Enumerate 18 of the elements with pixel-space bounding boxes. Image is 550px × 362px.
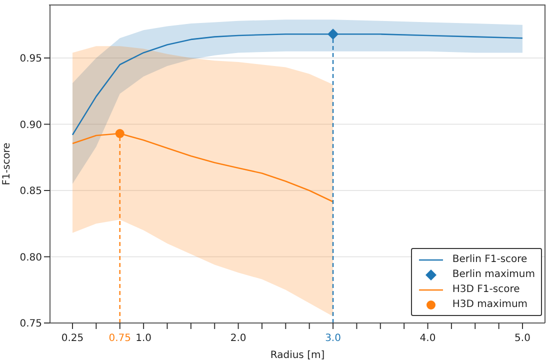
y-axis-title: F1-score — [2, 142, 13, 186]
legend-label: H3D maximum — [452, 298, 528, 312]
y-tick-label: 0.90 — [20, 120, 42, 131]
x-tick-label: 0.75 — [108, 333, 131, 344]
y-tick-label: 0.85 — [20, 186, 42, 198]
x-tick-label: 5.0 — [514, 333, 530, 344]
legend-label: Berlin F1-score — [452, 253, 528, 267]
x-tick-label: 3.0 — [325, 333, 341, 344]
x-tick-label: 2.0 — [230, 333, 246, 344]
y-tick-label: 0.80 — [20, 252, 42, 264]
y-tick-label: 0.75 — [20, 318, 42, 330]
x-tick-label: 4.0 — [420, 333, 436, 344]
x-tick-label: 0.25 — [61, 333, 84, 344]
legend-label: H3D F1-score — [452, 283, 520, 297]
y-tick-label: 0.95 — [20, 54, 42, 65]
x-axis-title: Radius [m] — [270, 350, 325, 361]
legend-label: Berlin maximum — [452, 268, 535, 282]
x-tick-label: 1.0 — [136, 333, 152, 344]
